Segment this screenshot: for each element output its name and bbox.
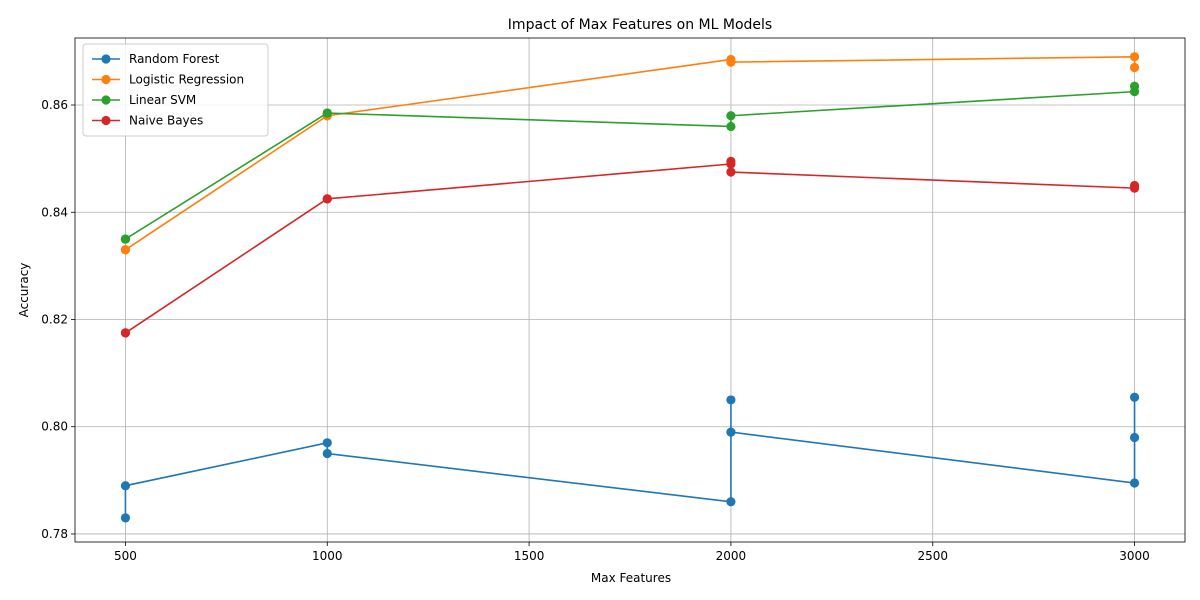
- y-tick-label: 0.78: [41, 527, 68, 541]
- plot-series: [120, 52, 1140, 523]
- legend-swatch-marker: [101, 115, 111, 126]
- series-line-naive-bayes: [125, 160, 1136, 334]
- data-point-random-forest: [120, 513, 131, 523]
- data-point-logistic-regression: [726, 57, 736, 67]
- legend: Random Forest Logistic Regression Linear S…: [82, 43, 269, 137]
- data-point-linear-svm: [726, 111, 736, 121]
- plot-frame: [74, 37, 1186, 543]
- y-tick-label: 0.84: [41, 205, 68, 219]
- series-logistic-regression: [120, 52, 1140, 255]
- x-tick-label: 500: [114, 549, 137, 563]
- series-line-random-forest: [124, 396, 1136, 518]
- legend-label: Logistic Regression: [129, 73, 244, 87]
- data-point-naive-bayes: [120, 328, 131, 338]
- data-point-random-forest: [726, 395, 736, 405]
- data-point-naive-bayes: [1129, 180, 1140, 191]
- legend-item: Linear SVM: [92, 93, 196, 107]
- data-point-linear-svm: [726, 121, 736, 132]
- y-tick-label: 0.82: [41, 312, 68, 326]
- y-tick-label: 0.86: [41, 98, 68, 112]
- legend-item: Logistic Regression: [92, 73, 244, 87]
- legend-label: Naive Bayes: [129, 114, 203, 128]
- data-point-random-forest: [322, 438, 332, 448]
- legend-box: [82, 43, 269, 137]
- legend-label: Linear SVM: [129, 93, 196, 107]
- axis-ticks: 500 1000 1500 2000 2500 3000 0.78 0.80 0.82 0.84 0…: [41, 98, 1150, 563]
- data-point-random-forest: [726, 427, 736, 437]
- legend-swatch-marker: [101, 95, 111, 105]
- series-linear-svm: [120, 81, 1140, 244]
- x-tick-label: 3000: [1119, 549, 1150, 563]
- y-axis-title: Accuracy: [17, 263, 31, 318]
- legend-label: Random Forest: [129, 52, 220, 66]
- data-point-logistic-regression: [120, 245, 131, 255]
- series-line-logistic-regression: [125, 55, 1136, 251]
- legend-swatch-marker: [101, 74, 111, 85]
- legend-swatch-marker: [101, 54, 111, 64]
- data-point-random-forest: [120, 481, 131, 491]
- data-point-logistic-regression: [1129, 62, 1140, 73]
- x-tick-label: 1000: [312, 549, 343, 563]
- data-point-linear-svm: [120, 234, 131, 244]
- data-point-linear-svm: [1129, 81, 1140, 91]
- data-point-linear-svm: [322, 108, 332, 118]
- x-axis-title: Max Features: [591, 571, 671, 585]
- data-point-naive-bayes: [322, 194, 332, 204]
- data-point-logistic-regression: [1129, 52, 1140, 62]
- x-tick-label: 2000: [716, 549, 747, 563]
- legend-item: Random Forest: [92, 52, 220, 66]
- data-point-random-forest: [1129, 478, 1140, 488]
- series-naive-bayes: [120, 156, 1140, 338]
- data-point-naive-bayes: [726, 167, 736, 177]
- legend-item: Naive Bayes: [92, 114, 203, 128]
- y-tick-label: 0.80: [41, 420, 68, 434]
- data-point-random-forest: [1129, 432, 1140, 443]
- data-point-naive-bayes: [726, 156, 736, 166]
- chart-title: Impact of Max Features on ML Models: [508, 17, 772, 33]
- data-point-random-forest: [726, 497, 736, 507]
- data-point-random-forest: [322, 448, 332, 459]
- x-tick-label: 2500: [917, 549, 948, 563]
- series-line-linear-svm: [125, 86, 1136, 240]
- data-point-random-forest: [1129, 392, 1140, 402]
- series-random-forest: [120, 392, 1140, 523]
- x-tick-label: 1500: [514, 549, 545, 563]
